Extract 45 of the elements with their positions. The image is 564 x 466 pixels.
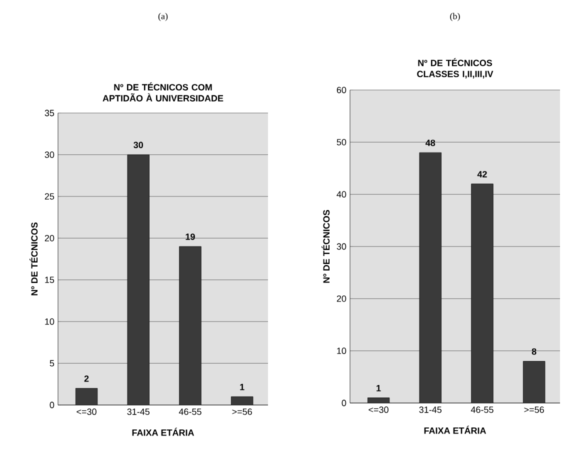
y-tick-label: 0 bbox=[342, 400, 346, 406]
text: (a) bbox=[158, 12, 168, 22]
x-tick-label: <=30 bbox=[76, 408, 96, 415]
bar bbox=[127, 154, 150, 405]
data-label: 2 bbox=[84, 375, 89, 382]
x-tick-label: 46-55 bbox=[178, 408, 202, 415]
x-tick-label: 31-45 bbox=[127, 408, 150, 415]
bar bbox=[471, 184, 494, 403]
y-tick-label: 50 bbox=[336, 138, 346, 146]
x-tick-label: >=56 bbox=[524, 406, 544, 413]
data-label: 1 bbox=[376, 385, 381, 392]
x-tick-label: 46-55 bbox=[470, 406, 494, 413]
y-tick-label: 15 bbox=[45, 276, 54, 283]
data-label: 19 bbox=[186, 234, 195, 240]
data-label: 1 bbox=[240, 384, 244, 390]
data-label: 8 bbox=[532, 348, 536, 355]
y-tick-label: 5 bbox=[50, 360, 54, 366]
y-tick-label: 60 bbox=[336, 86, 346, 94]
data-label: 42 bbox=[477, 171, 487, 178]
x-tick-label: 31-45 bbox=[419, 406, 442, 413]
bar bbox=[76, 388, 98, 405]
y-tick-label: 30 bbox=[336, 243, 346, 250]
data-label: 30 bbox=[134, 142, 144, 148]
bar bbox=[179, 246, 202, 405]
text: (b) bbox=[450, 12, 460, 22]
chart-title: Nº DE TÉCNICOS COM APTIDÃO À UNIVERSIDADE bbox=[102, 82, 224, 102]
y-tick-label: 20 bbox=[44, 234, 54, 242]
y-tick-label: 10 bbox=[337, 348, 346, 354]
x-axis-title: FAIXA ETÁRIA bbox=[132, 428, 194, 436]
y-tick-label: 35 bbox=[44, 110, 54, 116]
bar bbox=[419, 152, 442, 403]
data-label: 48 bbox=[426, 140, 436, 146]
y-tick-label: 20 bbox=[336, 295, 346, 302]
y-axis-title: Nº DE TÉCNICOS bbox=[322, 210, 330, 283]
bar bbox=[522, 361, 546, 403]
y-tick-label: 40 bbox=[336, 191, 346, 198]
y-tick-label: 10 bbox=[45, 318, 54, 325]
x-tick-label: >=56 bbox=[232, 408, 252, 415]
y-tick-label: 30 bbox=[44, 152, 54, 158]
chart-title: Nº DE TÉCNICOS CLASSES I,II,III,IV bbox=[417, 58, 494, 78]
x-tick-label: <=30 bbox=[368, 406, 388, 413]
y-tick-label: 0 bbox=[50, 402, 54, 408]
x-axis-title: FAIXA ETÁRIA bbox=[424, 426, 486, 434]
y-tick-label: 25 bbox=[44, 193, 54, 200]
y-axis-title: Nº DE TÉCNICOS bbox=[30, 222, 38, 296]
